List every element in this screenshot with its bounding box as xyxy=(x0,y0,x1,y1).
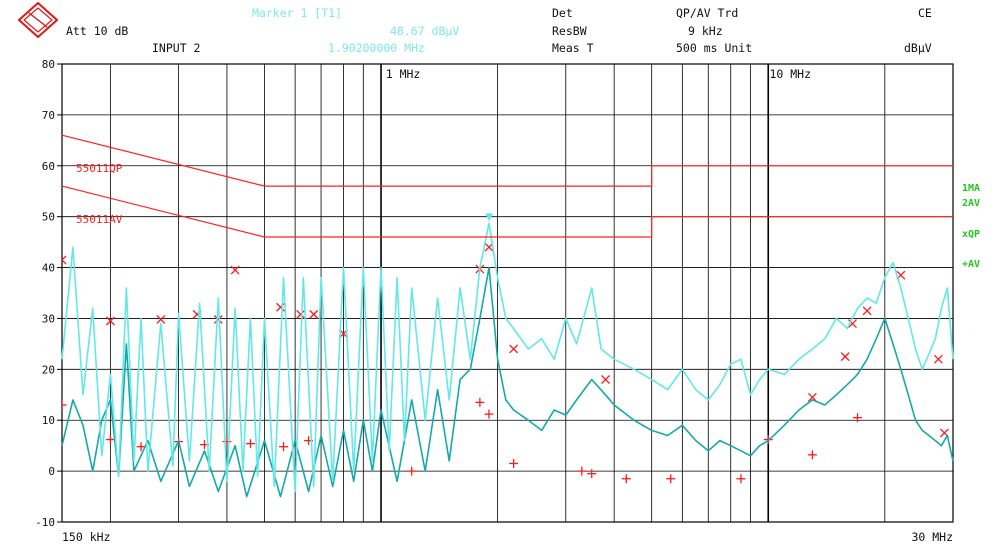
av-marker xyxy=(807,450,817,460)
y-tick-label: 10 xyxy=(42,414,55,427)
qp-marker xyxy=(156,315,166,324)
av-marker xyxy=(484,409,494,419)
limit-line-55011av xyxy=(61,185,953,238)
qp-marker xyxy=(807,392,817,402)
av-marker xyxy=(105,435,115,445)
attenuation-label: Att 10 dB xyxy=(66,24,129,38)
marker-level: 48.67 dBµV xyxy=(390,24,460,38)
plot-area xyxy=(62,213,949,484)
marker-1-triangle xyxy=(485,213,494,222)
resbw-value: 9 kHz xyxy=(688,24,723,38)
av-marker xyxy=(621,474,631,484)
y-tick-label: -10 xyxy=(35,516,55,529)
av-marker xyxy=(852,413,862,423)
av-marker xyxy=(666,474,676,484)
qp-marker xyxy=(509,344,519,354)
qp-marker-stroke xyxy=(807,392,817,402)
av-marker xyxy=(736,474,746,484)
y-tick-label: 50 xyxy=(42,211,55,224)
side-label-av: +AV xyxy=(962,259,981,270)
qp-marker-stroke xyxy=(509,344,519,354)
av-marker xyxy=(62,400,67,410)
av-marker xyxy=(279,442,289,452)
qp-marker-stroke xyxy=(309,309,319,319)
qp-marker-stroke xyxy=(296,309,306,319)
y-tick-label: 20 xyxy=(42,363,55,376)
av-marker xyxy=(475,397,485,407)
y-tick-label: 70 xyxy=(42,109,55,122)
av-marker xyxy=(577,466,587,476)
x-tick-label: 150 kHz xyxy=(62,530,110,544)
trace-2av xyxy=(61,266,954,498)
qp-marker xyxy=(840,352,850,362)
meas-time-label: Meas T xyxy=(552,41,594,55)
qp-marker xyxy=(276,302,285,312)
resbw-label: ResBW xyxy=(552,24,587,38)
qp-marker-stroke xyxy=(213,315,223,324)
limit-line-55011qp xyxy=(61,134,953,187)
x-tick-label: 30 MHz xyxy=(911,530,953,544)
qp-marker-stroke xyxy=(933,354,943,364)
input-label: INPUT 2 xyxy=(152,41,201,55)
qp-marker xyxy=(862,306,872,316)
detector-label: Det xyxy=(552,6,573,20)
side-label-1ma: 1MA xyxy=(962,183,981,194)
av-marker xyxy=(509,458,519,468)
qp-marker-stroke xyxy=(230,265,240,275)
qp-marker xyxy=(601,375,610,384)
side-label-xqp: xQP xyxy=(962,229,981,240)
qp-marker xyxy=(230,265,240,275)
qp-marker xyxy=(848,319,857,328)
y-tick-label: 30 xyxy=(42,312,55,325)
qp-marker-stroke xyxy=(862,306,872,316)
qp-marker xyxy=(296,309,306,319)
qp-marker-stroke xyxy=(601,375,610,384)
trace-1ma xyxy=(61,222,954,493)
detector-value: QP/AV Trd xyxy=(676,6,739,20)
qp-marker xyxy=(933,354,943,364)
marker-frequency: 1.90200000 MHz xyxy=(328,41,425,55)
qp-marker-stroke xyxy=(840,352,850,362)
x-tick-label: 10 MHz xyxy=(769,67,811,81)
plot-frame xyxy=(61,63,954,523)
av-marker xyxy=(587,469,597,479)
unit-label: dBµV xyxy=(904,41,932,55)
qp-marker xyxy=(105,316,115,326)
qp-marker-stroke xyxy=(939,428,949,438)
qp-marker-stroke xyxy=(62,259,67,265)
av-marker xyxy=(222,437,232,447)
side-label-2av: 2AV xyxy=(962,198,981,209)
qp-marker xyxy=(213,315,223,324)
y-tick-label: 0 xyxy=(48,465,55,478)
qp-marker-stroke xyxy=(62,255,67,261)
x-tick-label: 1 MHz xyxy=(386,67,421,81)
qp-marker-stroke xyxy=(848,319,857,328)
y-tick-label: 60 xyxy=(42,160,55,173)
av-marker xyxy=(136,442,146,452)
qp-marker-stroke xyxy=(276,302,285,312)
qp-marker xyxy=(62,255,67,265)
standard-label: CE xyxy=(918,6,932,20)
qp-marker-stroke xyxy=(156,315,166,324)
av-marker xyxy=(245,439,255,449)
y-tick-label: 40 xyxy=(42,262,55,275)
rohde-schwarz-logo xyxy=(18,2,58,38)
av-marker xyxy=(407,466,417,476)
marker-title: Marker 1 [T1] xyxy=(252,6,343,20)
qp-marker xyxy=(309,309,319,319)
y-tick-label: 80 xyxy=(42,58,55,71)
qp-marker-stroke xyxy=(105,316,115,326)
limit-label: 55011QP xyxy=(76,162,123,175)
meas-time-value: 500 ms Unit xyxy=(676,41,753,55)
limit-label: 55011AV xyxy=(76,213,123,226)
